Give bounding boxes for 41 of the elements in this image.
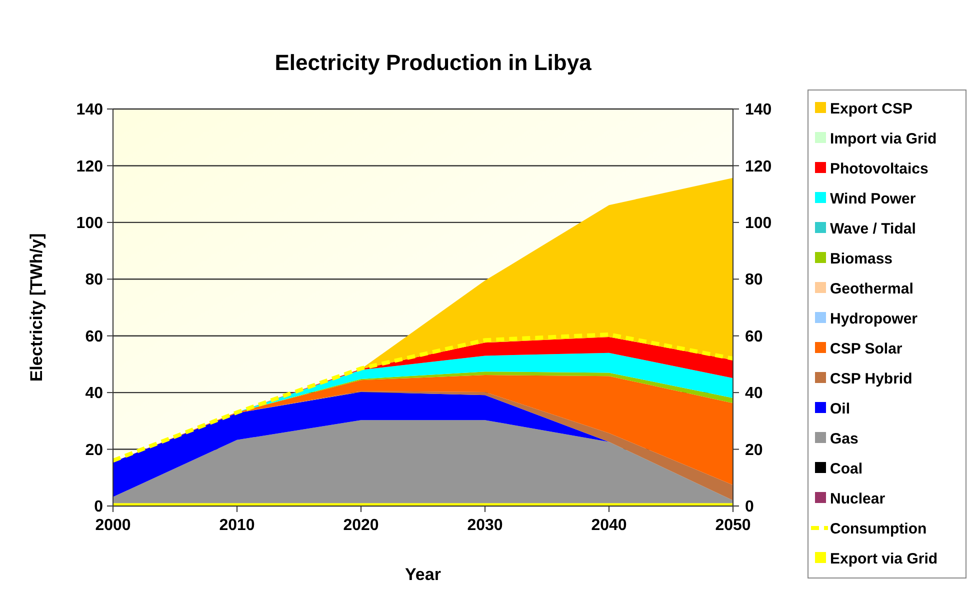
y2-tick-label: 100 [745, 215, 772, 232]
y2-tick-label: 20 [745, 442, 763, 459]
y-tick-label: 80 [85, 272, 104, 289]
chart-title: Electricity Production in Libya [274, 50, 592, 75]
y2-tick-label: 120 [745, 158, 772, 176]
y-tick-label: 100 [76, 215, 104, 232]
y2-tick-label: 80 [745, 272, 763, 289]
x-axis-title: Year [405, 565, 442, 584]
x-tick-label: 2020 [343, 517, 379, 534]
x-tick-label: 2000 [95, 517, 131, 534]
y-tick-label: 40 [85, 385, 104, 402]
y-tick-label: 140 [76, 102, 104, 119]
legend-label: Photovoltaics [830, 160, 928, 178]
y2-tick-label: 60 [745, 328, 763, 346]
legend-label: Oil [830, 400, 850, 418]
y2-tick-label: 0 [745, 498, 754, 516]
legend-label: Export via Grid [830, 550, 938, 568]
legend-label: Consumption [830, 520, 927, 538]
x-tick-label: 2040 [591, 517, 627, 534]
legend-label: Geothermal [830, 280, 914, 298]
legend-label: Wave / Tidal [830, 220, 916, 238]
y-tick-label: 120 [76, 158, 104, 176]
y-tick-label: 60 [85, 328, 104, 346]
legend-label: Coal [830, 460, 863, 478]
y-axis-title: Electricity [TWh/y] [27, 233, 46, 382]
legend-label: CSP Solar [830, 340, 902, 358]
legend-label: CSP Hybrid [830, 370, 912, 388]
legend-label: Gas [830, 430, 858, 448]
legend-label: Import via Grid [830, 130, 937, 148]
y2-tick-label: 40 [745, 385, 763, 402]
legend-label: Nuclear [830, 490, 886, 508]
legend-label: Biomass [830, 250, 893, 268]
legend-label: Export CSP [830, 100, 913, 118]
x-tick-label: 2030 [467, 517, 503, 534]
x-tick-label: 2050 [715, 517, 751, 534]
legend-label: Hydropower [830, 310, 918, 328]
y-tick-label: 0 [94, 498, 104, 516]
x-tick-label: 2010 [219, 517, 255, 534]
y-tick-label: 20 [85, 442, 104, 459]
legend-label: Wind Power [830, 190, 916, 208]
y2-tick-label: 140 [745, 102, 772, 119]
